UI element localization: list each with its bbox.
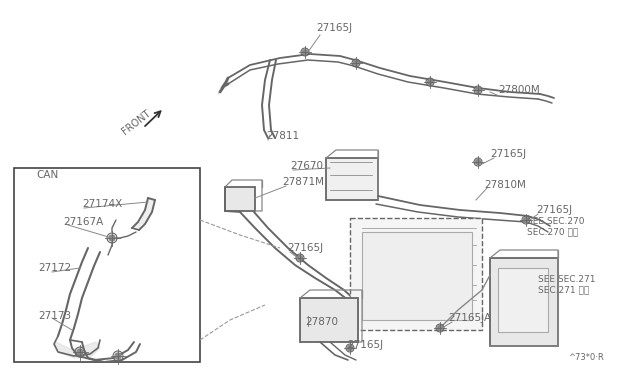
Text: 27871M: 27871M	[282, 177, 324, 187]
Text: 27165J: 27165J	[287, 243, 323, 253]
Polygon shape	[218, 78, 228, 94]
Bar	[498, 268, 548, 332]
Text: SEE SEC.270: SEE SEC.270	[527, 218, 584, 227]
Circle shape	[348, 346, 353, 350]
Circle shape	[438, 326, 442, 330]
Circle shape	[115, 353, 121, 359]
Text: 27165J: 27165J	[316, 23, 352, 33]
Polygon shape	[54, 342, 100, 358]
Text: 27870: 27870	[305, 317, 338, 327]
Text: 27167A: 27167A	[63, 217, 103, 227]
Text: 27172: 27172	[38, 263, 71, 273]
Text: 27811: 27811	[266, 131, 299, 141]
Circle shape	[298, 256, 303, 260]
Circle shape	[428, 80, 433, 84]
Bar	[490, 258, 558, 346]
Circle shape	[109, 235, 115, 241]
Polygon shape	[132, 198, 155, 230]
Text: SEE SEC.271: SEE SEC.271	[538, 276, 595, 285]
Text: 27810M: 27810M	[484, 180, 526, 190]
Bar	[362, 232, 472, 320]
Bar	[350, 218, 482, 330]
Text: CAN: CAN	[36, 170, 58, 180]
Text: SEC.270 参照: SEC.270 参照	[527, 228, 579, 237]
Text: 27165J: 27165J	[490, 149, 526, 159]
Circle shape	[77, 349, 83, 355]
Text: 27173: 27173	[38, 311, 71, 321]
Circle shape	[476, 87, 481, 93]
Text: 27800M: 27800M	[498, 85, 540, 95]
Circle shape	[303, 49, 307, 55]
Bar	[14, 168, 200, 362]
Text: FRONT: FRONT	[120, 108, 152, 136]
Bar	[326, 158, 378, 200]
Text: 27165JA: 27165JA	[448, 313, 491, 323]
Text: SEC.271 参照: SEC.271 参照	[538, 285, 589, 295]
Circle shape	[353, 61, 358, 65]
Circle shape	[476, 160, 481, 164]
Text: ^73*0·R: ^73*0·R	[568, 353, 604, 362]
Circle shape	[524, 218, 529, 222]
Text: 27670: 27670	[290, 161, 323, 171]
Bar	[300, 298, 358, 342]
Bar	[225, 187, 255, 211]
Text: 27165J: 27165J	[347, 340, 383, 350]
Text: 27165J: 27165J	[536, 205, 572, 215]
Text: 27174X: 27174X	[82, 199, 122, 209]
